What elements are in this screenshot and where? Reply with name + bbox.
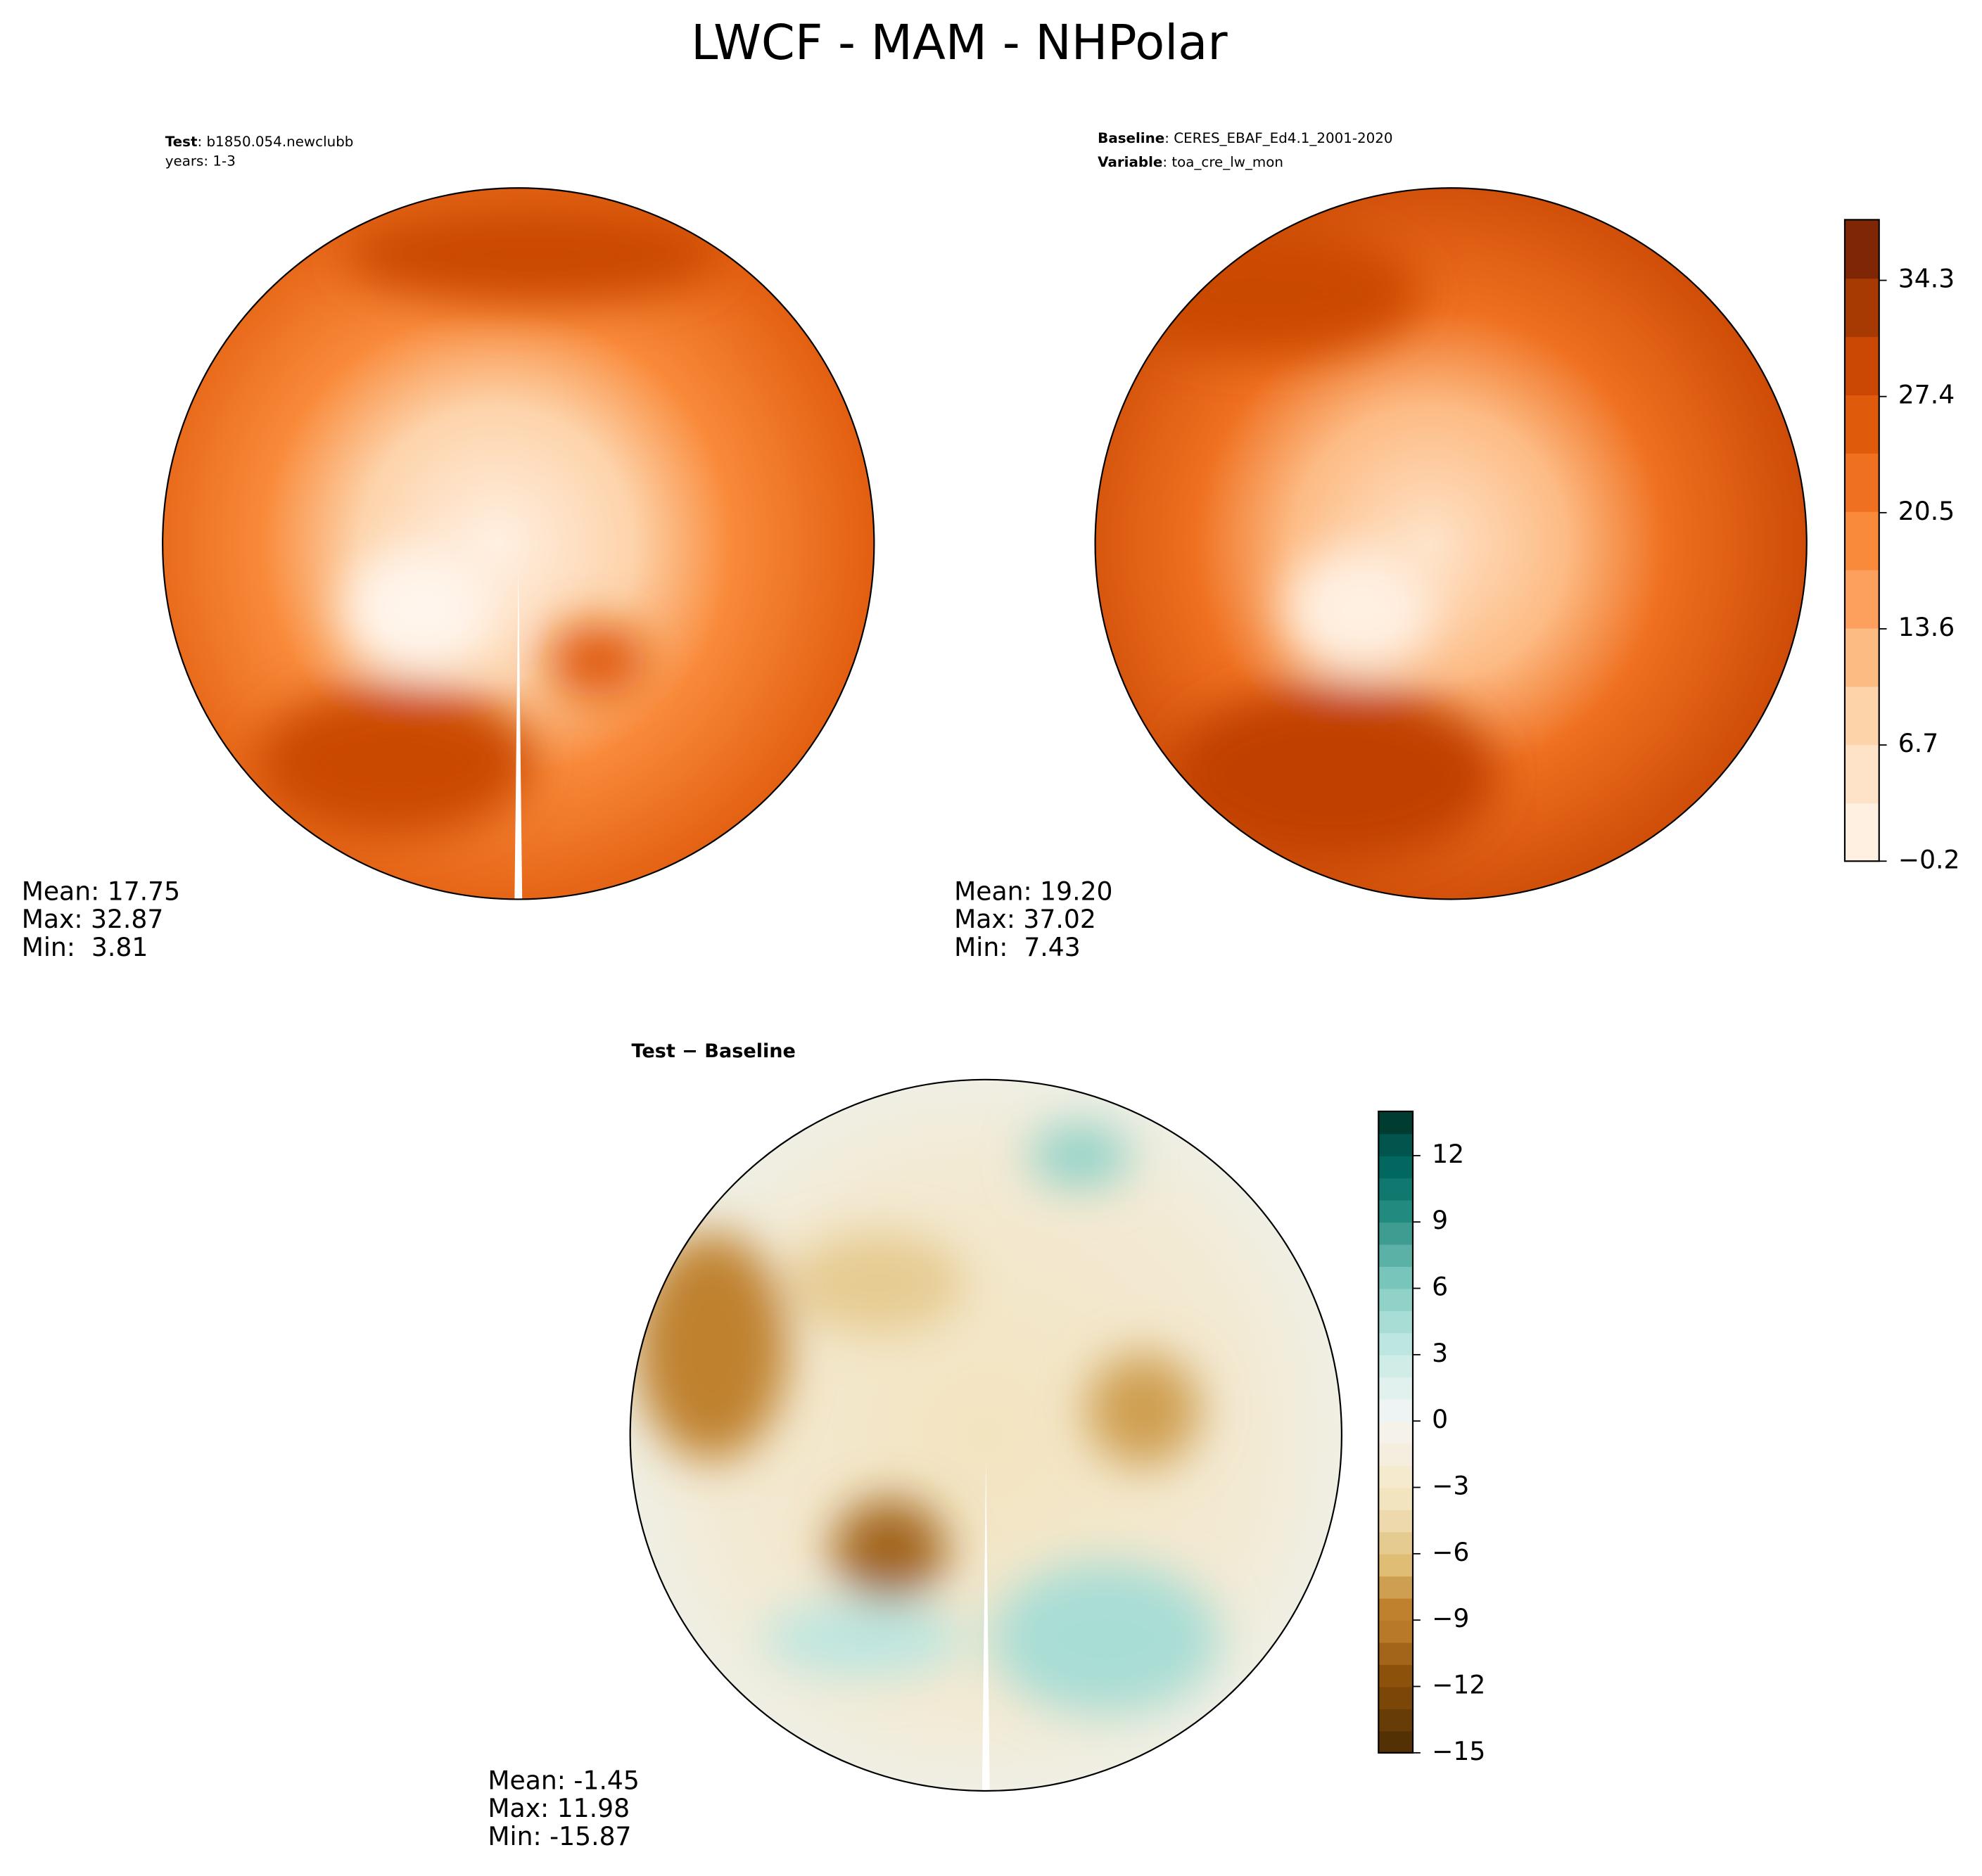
header-text: : b1850.054.newclubb — [197, 134, 353, 150]
colorbar-band — [1378, 1222, 1414, 1245]
colorbar-tick-label: 12 — [1432, 1139, 1464, 1169]
colorbar-band — [1378, 1133, 1414, 1156]
colorbar-band — [1378, 1642, 1414, 1665]
map-boundary — [162, 187, 875, 900]
colorbar-frame — [1378, 1110, 1414, 1754]
colorbar-band — [1378, 1354, 1414, 1378]
header-text: : CERES_EBAF_Ed4.1_2001-2020 — [1164, 129, 1392, 146]
header-text: years: 1-3 — [165, 153, 236, 169]
colorbar-band — [1844, 511, 1879, 570]
map-boundary — [629, 1078, 1342, 1792]
panel-header: Baseline: CERES_EBAF_Ed4.1_2001-2020 — [1098, 129, 1392, 146]
map-field — [1095, 188, 1807, 900]
colorbar-band — [1844, 803, 1879, 862]
colorbar-band — [1378, 1686, 1414, 1709]
colorbar-band — [1378, 1178, 1414, 1201]
header-label: Baseline — [1098, 129, 1164, 146]
colorbar-band — [1378, 1443, 1414, 1466]
colorbar-tick-label: 20.5 — [1898, 496, 1955, 526]
stat-text: Min: 7.43 — [954, 932, 1081, 962]
panel-header: Test: b1850.054.newclubb — [165, 134, 354, 150]
colorbar-band — [1378, 1576, 1414, 1599]
header-label: Variable — [1098, 154, 1162, 170]
stat-text: Max: 11.98 — [488, 1793, 630, 1823]
colorbar-tick-label: 3 — [1432, 1338, 1448, 1368]
colorbar-band — [1378, 1398, 1414, 1422]
colorbar-tick-label: 13.6 — [1898, 612, 1955, 642]
colorbar-tick-label: −9 — [1432, 1603, 1469, 1633]
colorbar-band — [1378, 1487, 1414, 1510]
colorbar-band — [1844, 744, 1879, 804]
colorbar-tick-label: 6.7 — [1898, 728, 1938, 758]
colorbar-band — [1844, 569, 1879, 629]
panel-header: Variable: toa_cre_lw_mon — [1098, 154, 1283, 170]
map-boundary — [1094, 187, 1808, 900]
header-label: Test — [165, 134, 198, 150]
colorbar-band — [1378, 1244, 1414, 1267]
colorbar-tick-label: 27.4 — [1898, 380, 1955, 410]
colorbar-band — [1844, 627, 1879, 687]
header-text: : toa_cre_lw_mon — [1162, 154, 1283, 170]
stat-text: Mean: 17.75 — [22, 876, 180, 906]
colorbar-tick-label: 6 — [1432, 1272, 1448, 1302]
colorbar-band — [1378, 1288, 1414, 1311]
colorbar-band — [1378, 1509, 1414, 1533]
colorbar-band — [1378, 1465, 1414, 1488]
colorbar-band — [1844, 395, 1879, 454]
colorbar-band — [1844, 686, 1879, 746]
colorbar-band — [1378, 1111, 1414, 1135]
stat-text: Max: 37.02 — [954, 904, 1096, 934]
colorbar-band — [1844, 336, 1879, 395]
stat-text: Min: -15.87 — [488, 1821, 631, 1851]
colorbar-tick-label: 34.3 — [1898, 264, 1955, 294]
colorbar-tick-label: 0 — [1432, 1404, 1448, 1434]
colorbar-tick-label: 9 — [1432, 1205, 1448, 1235]
panel-header: years: 1-3 — [165, 153, 236, 169]
stat-text: Max: 32.87 — [22, 904, 164, 934]
stat-text: Mean: -1.45 — [488, 1765, 639, 1795]
colorbar-tick-label: −3 — [1432, 1471, 1469, 1501]
colorbar-band — [1378, 1553, 1414, 1577]
colorbar-band — [1378, 1332, 1414, 1355]
colorbar-band — [1378, 1531, 1414, 1555]
map-field — [630, 1079, 1342, 1792]
colorbar-band — [1378, 1377, 1414, 1400]
figure-title: LWCF - MAM - NHPolar — [691, 15, 1228, 71]
colorbar-band — [1378, 1664, 1414, 1687]
header-label: Test − Baseline — [631, 1040, 795, 1062]
colorbar-band — [1844, 452, 1879, 512]
stat-text: Min: 3.81 — [22, 932, 148, 962]
colorbar-band — [1378, 1620, 1414, 1643]
colorbar-tick-label: −0.2 — [1898, 844, 1960, 874]
colorbar-frame — [1843, 219, 1880, 862]
colorbar-band — [1844, 219, 1879, 279]
colorbar-tick-label: −6 — [1432, 1537, 1469, 1567]
colorbar-band — [1378, 1421, 1414, 1444]
stat-text: Mean: 19.20 — [954, 876, 1112, 906]
colorbar-band — [1378, 1266, 1414, 1289]
colorbar-band — [1378, 1199, 1414, 1223]
colorbar-band — [1378, 1155, 1414, 1179]
colorbar-band — [1378, 1708, 1414, 1732]
colorbar-band — [1378, 1730, 1414, 1754]
colorbar-band — [1844, 278, 1879, 338]
colorbar-tick-label: −12 — [1432, 1670, 1485, 1700]
colorbar-band — [1378, 1310, 1414, 1334]
colorbar-tick-label: −15 — [1432, 1736, 1485, 1766]
colorbar-band — [1378, 1597, 1414, 1621]
panel-header: Test − Baseline — [631, 1040, 795, 1062]
map-field — [163, 188, 875, 900]
